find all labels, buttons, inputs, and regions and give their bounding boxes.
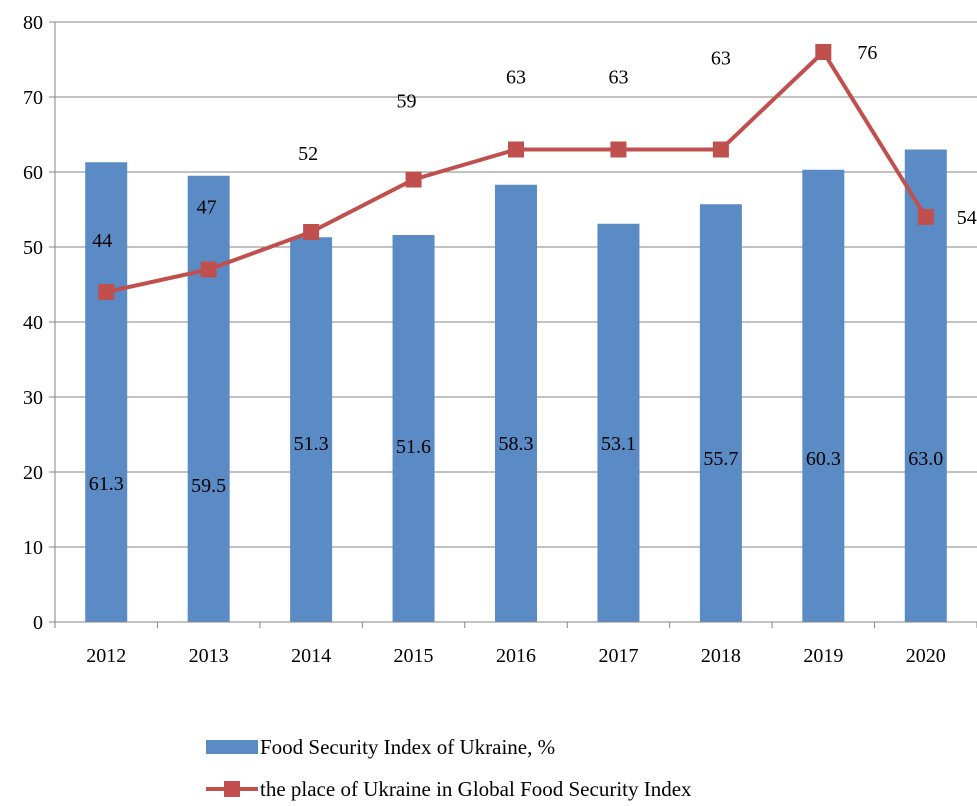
x-tick-label: 2019 xyxy=(803,645,843,667)
bar-data-label: 61.3 xyxy=(89,473,124,495)
x-tick-label: 2015 xyxy=(394,645,434,667)
y-tick-label: 0 xyxy=(33,612,43,634)
bar-data-label: 51.3 xyxy=(294,433,329,455)
line-data-label: 63 xyxy=(506,67,526,89)
legend-line-label: the place of Ukraine in Global Food Secu… xyxy=(260,777,692,801)
legend: Food Security Index of Ukraine, % the pl… xyxy=(206,735,692,801)
bar-series xyxy=(85,149,947,622)
bar-data-label: 53.1 xyxy=(601,433,636,455)
line-series xyxy=(98,44,934,300)
y-tick-label: 80 xyxy=(23,12,43,34)
bar xyxy=(85,162,128,622)
x-tick-label: 2020 xyxy=(906,645,946,667)
bar xyxy=(802,169,845,622)
line-marker xyxy=(917,209,934,225)
line-data-label: 76 xyxy=(857,42,877,64)
line-data-label: 52 xyxy=(298,143,318,165)
line-marker xyxy=(610,141,627,158)
line-marker xyxy=(712,141,729,158)
x-tick-label: 2018 xyxy=(701,645,741,667)
x-tick-label: 2014 xyxy=(291,645,331,667)
bar xyxy=(597,223,640,622)
y-tick-label: 70 xyxy=(23,87,43,109)
bar xyxy=(290,237,333,622)
line-data-labels: 44 47 52 59 63 63 63 76 54 xyxy=(92,42,977,252)
bar-data-label: 55.7 xyxy=(703,448,738,470)
line-data-label: 54 xyxy=(957,207,977,229)
y-tick-label: 30 xyxy=(23,387,43,409)
line-data-label: 47 xyxy=(197,197,217,219)
x-tick-label: 2012 xyxy=(86,645,126,667)
line-marker xyxy=(303,224,320,240)
bar-data-labels: 61.3 59.5 51.3 51.6 58.3 53.1 55.7 60.3 63.0 xyxy=(89,433,944,497)
line-marker xyxy=(200,261,217,278)
bar-data-label: 59.5 xyxy=(191,475,226,497)
bar-data-label: 60.3 xyxy=(806,448,841,470)
bar xyxy=(392,235,435,622)
bar-data-label: 51.6 xyxy=(396,436,431,458)
bar xyxy=(699,204,742,622)
y-tick-label: 60 xyxy=(23,162,43,184)
bar xyxy=(187,175,230,622)
bar xyxy=(495,184,537,622)
y-tick-label: 20 xyxy=(23,462,43,484)
line-marker xyxy=(98,284,115,300)
x-tick-label: 2017 xyxy=(598,645,638,667)
bar-data-label: 63.0 xyxy=(908,448,943,470)
y-tick-label: 50 xyxy=(23,237,43,259)
line-data-label: 63 xyxy=(711,48,731,70)
bar xyxy=(904,149,947,622)
line-data-label: 63 xyxy=(608,67,628,89)
x-tick-label: 2013 xyxy=(189,645,229,667)
legend-line-marker xyxy=(224,781,240,797)
line-marker xyxy=(405,171,422,188)
y-tick-label: 10 xyxy=(23,537,43,559)
y-axis-ticks: 0 10 20 30 40 50 60 70 80 xyxy=(23,12,55,634)
legend-bar-label: Food Security Index of Ukraine, % xyxy=(260,735,555,759)
bar-data-label: 58.3 xyxy=(499,433,534,455)
line-data-label: 44 xyxy=(92,230,112,252)
y-tick-label: 40 xyxy=(23,312,43,334)
line-marker xyxy=(508,141,524,158)
line-marker xyxy=(815,44,832,60)
legend-bar-swatch xyxy=(206,740,258,754)
line-data-label: 59 xyxy=(397,91,417,113)
x-axis-ticks: 2012 2013 2014 2015 2016 2017 2018 2019 2020 xyxy=(54,622,977,667)
x-tick-label: 2016 xyxy=(496,645,536,667)
